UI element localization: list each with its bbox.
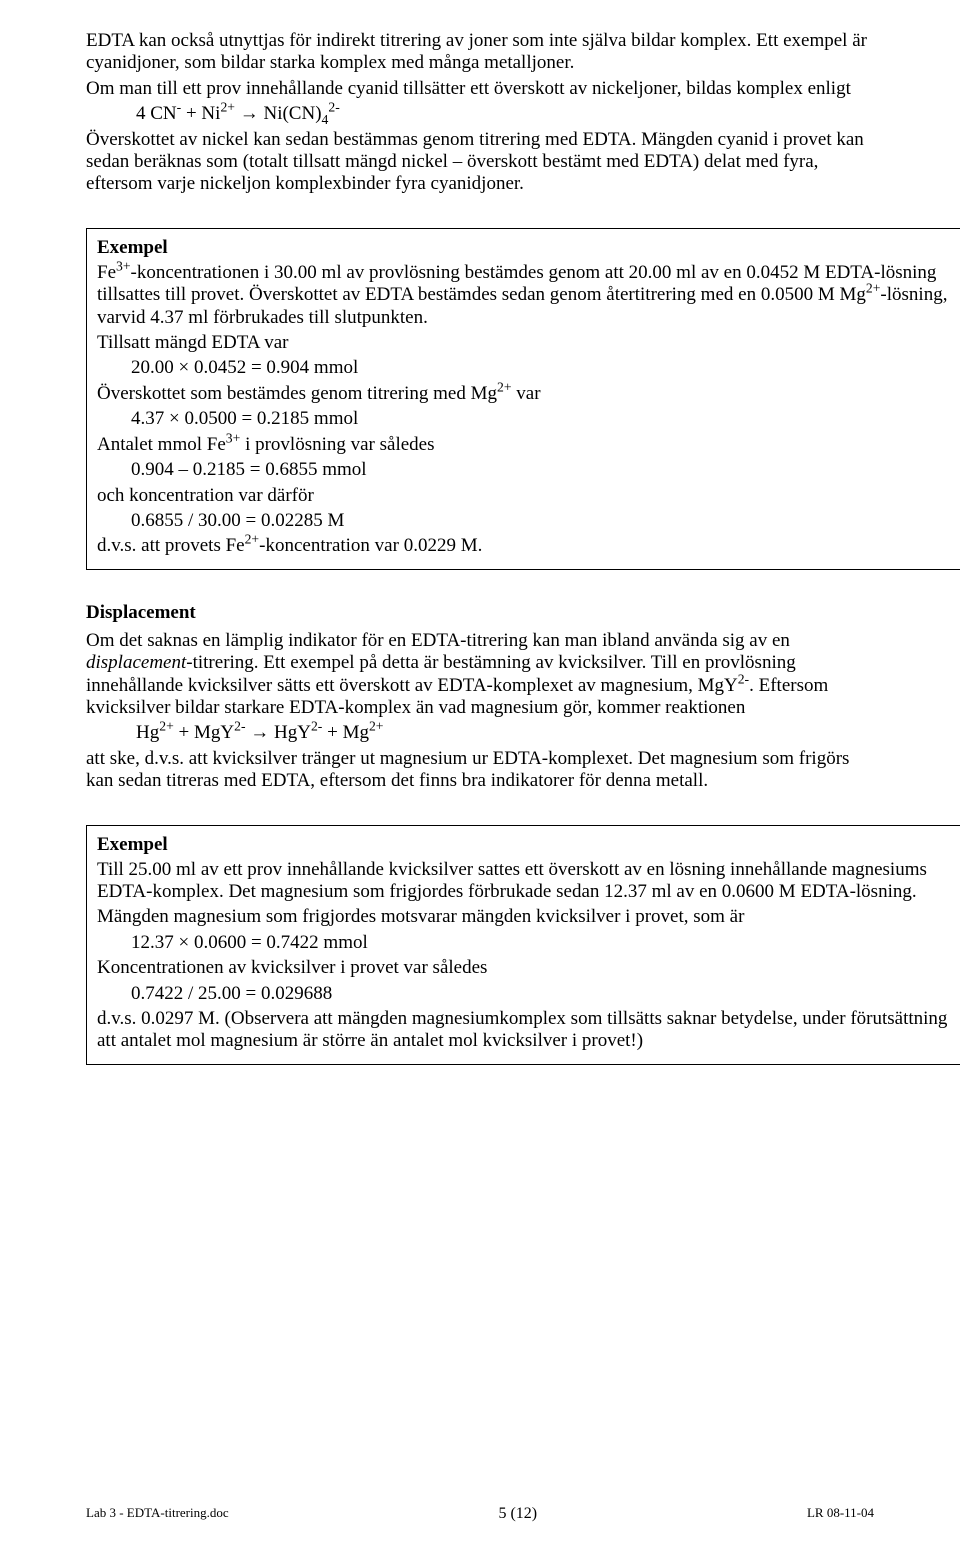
text-part: i provlösning var således bbox=[240, 434, 434, 455]
example-1-calc: 20.00 × 0.0452 = 0.904 mmol bbox=[131, 357, 950, 379]
displacement-paragraph-2: att ske, d.v.s. att kvicksilver tränger … bbox=[86, 748, 874, 793]
eq-part: + Mg bbox=[322, 722, 369, 743]
example-2-paragraph: Till 25.00 ml av ett prov innehållande k… bbox=[97, 859, 950, 904]
eq-part: + MgY bbox=[174, 722, 234, 743]
intro-paragraph-3: Överskottet av nickel kan sedan bestämma… bbox=[86, 129, 874, 196]
eq-sup: 2+ bbox=[159, 719, 174, 734]
example-2-paragraph: d.v.s. 0.0297 M. (Observera att mängden … bbox=[97, 1008, 950, 1053]
example-2-title: Exempel bbox=[97, 834, 950, 856]
example-2-line: Koncentrationen av kvicksilver i provet … bbox=[97, 957, 950, 979]
example-box-2: Exempel Till 25.00 ml av ett prov innehå… bbox=[86, 825, 960, 1065]
example-2-calc: 0.7422 / 25.00 = 0.029688 bbox=[131, 983, 950, 1005]
example-box-1: Exempel Fe3+-koncentrationen i 30.00 ml … bbox=[86, 228, 960, 570]
footer-page-number: 5 (12) bbox=[498, 1505, 537, 1523]
example-2-calc: 12.37 × 0.0600 = 0.7422 mmol bbox=[131, 932, 950, 954]
eq-sup: 2- bbox=[328, 100, 339, 115]
eq-sup: 2+ bbox=[369, 719, 384, 734]
example-1-paragraph: Fe3+-koncentrationen i 30.00 ml av provl… bbox=[97, 262, 950, 329]
displacement-paragraph-1: Om det saknas en lämplig indikator för e… bbox=[86, 630, 874, 720]
intro-equation: 4 CN- + Ni2+ → Ni(CN)42- bbox=[136, 103, 874, 125]
eq-part: 4 CN bbox=[136, 103, 177, 124]
text-part: Fe bbox=[97, 262, 116, 283]
intro-paragraph-2: Om man till ett prov innehållande cyanid… bbox=[86, 78, 874, 100]
example-1-title: Exempel bbox=[97, 237, 950, 259]
intro-paragraph-1: EDTA kan också utnyttjas för indirekt ti… bbox=[86, 30, 874, 75]
sup: 2+ bbox=[245, 532, 260, 547]
eq-sup: 2- bbox=[311, 719, 322, 734]
text-part: -koncentration var 0.0229 M. bbox=[259, 535, 482, 556]
document-page: EDTA kan också utnyttjas för indirekt ti… bbox=[0, 0, 960, 1541]
displacement-heading: Displacement bbox=[86, 602, 874, 624]
displacement-equation: Hg2+ + MgY2- → HgY2- + Mg2+ bbox=[136, 722, 874, 744]
example-1-calc: 0.6855 / 30.00 = 0.02285 M bbox=[131, 510, 950, 532]
sup: 2+ bbox=[497, 380, 512, 395]
example-1-calc: 0.904 – 0.2185 = 0.6855 mmol bbox=[131, 459, 950, 481]
eq-sup: 2+ bbox=[220, 100, 235, 115]
page-footer: Lab 3 - EDTA-titrering.doc 5 (12) LR 08-… bbox=[86, 1505, 874, 1523]
example-1-line: och koncentration var därför bbox=[97, 485, 950, 507]
text-part: Överskottet som bestämdes genom titrerin… bbox=[97, 383, 497, 404]
text-part: Antalet mmol Fe bbox=[97, 434, 226, 455]
sup: 2+ bbox=[866, 281, 881, 296]
text-part: -titrering. Ett exempel på detta är best… bbox=[86, 652, 796, 695]
eq-part: + Ni bbox=[181, 103, 220, 124]
italic-term: displacement bbox=[86, 652, 186, 673]
eq-part: Hg bbox=[136, 722, 159, 743]
text-part: Om det saknas en lämplig indikator för e… bbox=[86, 630, 790, 651]
eq-part: → Ni(CN) bbox=[235, 103, 322, 124]
sup: 2- bbox=[738, 671, 749, 686]
eq-sup: 2- bbox=[234, 719, 245, 734]
example-1-line: Överskottet som bestämdes genom titrerin… bbox=[97, 383, 950, 405]
sup: 3+ bbox=[226, 430, 241, 445]
footer-right: LR 08-11-04 bbox=[807, 1505, 874, 1523]
example-1-line: d.v.s. att provets Fe2+-koncentration va… bbox=[97, 535, 950, 557]
sup: 3+ bbox=[116, 259, 131, 274]
example-1-calc: 4.37 × 0.0500 = 0.2185 mmol bbox=[131, 408, 950, 430]
example-1-line: Antalet mmol Fe3+ i provlösning var såle… bbox=[97, 434, 950, 456]
example-2-line: Mängden magnesium som frigjordes motsvar… bbox=[97, 906, 950, 928]
eq-part: → HgY bbox=[246, 722, 311, 743]
text-part: d.v.s. att provets Fe bbox=[97, 535, 245, 556]
text-part: -koncentrationen i 30.00 ml av provlösni… bbox=[97, 262, 936, 305]
text-part: var bbox=[512, 383, 541, 404]
footer-left: Lab 3 - EDTA-titrering.doc bbox=[86, 1505, 229, 1523]
example-1-line: Tillsatt mängd EDTA var bbox=[97, 332, 950, 354]
